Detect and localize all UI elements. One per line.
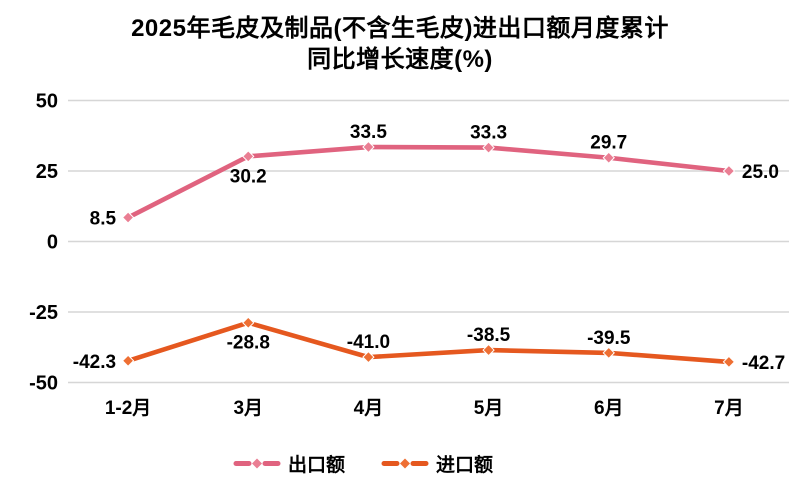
data-point-label: 33.3 (470, 123, 507, 144)
data-point-marker (242, 150, 255, 163)
x-axis-label: 7月 (714, 398, 744, 419)
data-point-marker (362, 350, 375, 364)
legend-label: 出口额 (287, 454, 345, 476)
chart-legend: 出口额 进口额 (0, 449, 726, 477)
legend-item-export: 出口额 (233, 450, 345, 477)
legend-label: 进口额 (436, 454, 494, 476)
data-point-marker (482, 141, 495, 154)
legend-diamond (400, 458, 410, 468)
chart-title-line2: 同比增长速度(%) (307, 46, 493, 73)
data-point-marker (121, 354, 135, 367)
data-point-label: 33.5 (350, 122, 387, 143)
x-axis-label: 6月 (594, 398, 624, 419)
data-point-label: -39.5 (587, 328, 631, 349)
series-line-import (125, 320, 732, 365)
legend-line-marker-icon (233, 458, 281, 468)
data-point-marker (602, 346, 615, 360)
data-point-marker (722, 164, 736, 178)
data-point-label: -28.8 (227, 333, 270, 354)
chart-title: 2025年毛皮及制品(不含生毛皮)进出口额月度累计 同比增长速度(%) (0, 13, 800, 75)
chart-title-line1: 2025年毛皮及制品(不含生毛皮)进出口额月度累计 (131, 15, 669, 42)
data-point-label: -38.5 (467, 325, 511, 346)
data-point-marker (722, 355, 736, 369)
data-point-label: 29.7 (590, 133, 627, 154)
y-tick-label: 50 (36, 91, 58, 113)
y-tick-label: -50 (29, 373, 58, 395)
data-point-marker (242, 316, 255, 329)
x-axis-label: 1-2月 (105, 398, 151, 419)
x-axis-label: 5月 (474, 398, 504, 419)
legend-item-import: 进口额 (381, 450, 493, 477)
y-tick-label: 25 (36, 161, 58, 183)
y-tick-label: 0 (47, 232, 58, 254)
legend-diamond (251, 458, 262, 468)
data-point-marker (602, 151, 615, 164)
x-axis-label: 4月 (354, 398, 384, 419)
data-point-label: 30.2 (230, 166, 267, 187)
data-point-marker (121, 211, 135, 224)
data-point-label: 25.0 (742, 162, 779, 183)
y-tick-label: -25 (29, 302, 58, 324)
x-axis-label: 3月 (233, 398, 263, 419)
data-point-label: 8.5 (90, 209, 117, 230)
series-line-export (125, 144, 732, 220)
data-point-label: -42.3 (73, 352, 116, 373)
data-point-label: -41.0 (347, 332, 390, 353)
data-point-marker (362, 140, 375, 154)
data-point-label: -42.7 (742, 353, 785, 374)
legend-line-marker-icon (381, 458, 429, 468)
data-point-marker (482, 343, 495, 357)
